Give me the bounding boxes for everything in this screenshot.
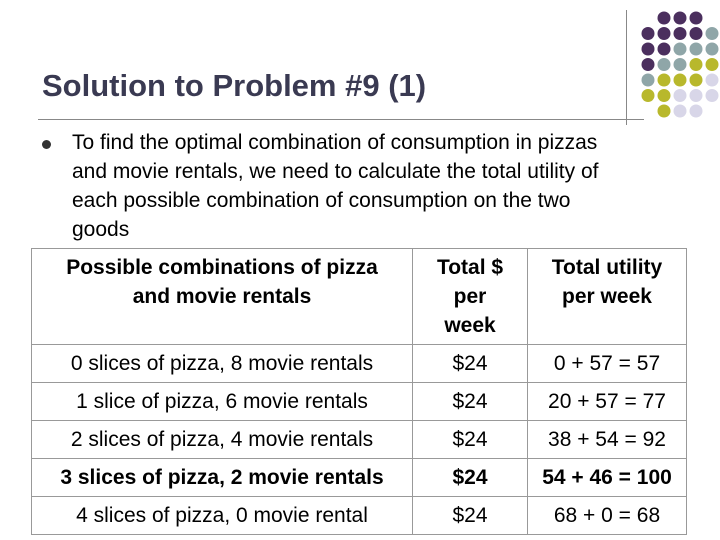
decorative-dot-grid	[641, 11, 719, 118]
table-row: 0 slices of pizza, 8 movie rentals $24 0…	[31, 344, 687, 383]
decorative-dot	[689, 27, 703, 40]
decorative-dot	[673, 27, 687, 40]
decorative-dot	[705, 73, 719, 87]
decorative-dot	[673, 11, 687, 25]
header-total-utility: Total utility per week	[527, 248, 687, 345]
decorative-dot	[705, 42, 719, 56]
decorative-dot	[641, 42, 655, 56]
decorative-dot	[657, 89, 671, 102]
decorative-dot	[641, 73, 655, 87]
header-total-cost: Total $ per week	[412, 248, 528, 345]
utility-table: Possible combinations of pizza and movie…	[31, 248, 687, 535]
utility-cell: 38 + 54 = 92	[527, 420, 687, 459]
bullet-line: and movie rentals, we need to calculate …	[72, 160, 599, 183]
bullet-text: To find the optimal combination of consu…	[72, 128, 682, 244]
bullet-line: To find the optimal combination of consu…	[72, 131, 598, 154]
combo-cell: 2 slices of pizza, 4 movie rentals	[31, 420, 413, 459]
decorative-dot	[673, 73, 687, 87]
decorative-dot	[673, 58, 687, 71]
decorative-dot	[657, 58, 671, 71]
decorative-dot	[641, 89, 655, 102]
decorative-dot	[657, 73, 671, 87]
decorative-dot	[705, 27, 719, 40]
bullet-line: each possible combination of consumption…	[72, 189, 571, 212]
decorative-dot	[673, 104, 687, 118]
combo-cell: 3 slices of pizza, 2 movie rentals	[31, 458, 413, 497]
decorative-dot	[673, 42, 687, 56]
table-row: 2 slices of pizza, 4 movie rentals $24 3…	[31, 420, 687, 459]
decorative-dot	[689, 42, 703, 56]
header-combinations: Possible combinations of pizza and movie…	[31, 248, 413, 345]
table-row-optimal: 3 slices of pizza, 2 movie rentals $24 5…	[31, 458, 687, 497]
utility-cell: 20 + 57 = 77	[527, 382, 687, 421]
decorative-dot	[689, 104, 703, 118]
total-cell: $24	[412, 420, 528, 459]
combo-cell: 1 slice of pizza, 6 movie rentals	[31, 382, 413, 421]
vertical-rule	[626, 10, 627, 125]
decorative-dot	[705, 58, 719, 71]
decorative-dot	[657, 104, 671, 118]
utility-cell: 54 + 46 = 100	[527, 458, 687, 497]
decorative-dot	[657, 27, 671, 40]
title-rule	[38, 119, 644, 120]
total-cell: $24	[412, 496, 528, 535]
decorative-dot	[657, 11, 671, 25]
total-cell: $24	[412, 344, 528, 383]
decorative-dot	[641, 58, 655, 71]
total-cell: $24	[412, 458, 528, 497]
decorative-dot	[673, 89, 687, 102]
total-cell: $24	[412, 382, 528, 421]
utility-cell: 68 + 0 = 68	[527, 496, 687, 535]
utility-cell: 0 + 57 = 57	[527, 344, 687, 383]
decorative-dot	[689, 11, 703, 25]
bullet-line: goods	[72, 218, 130, 241]
decorative-dot	[705, 89, 719, 102]
decorative-dot	[689, 89, 703, 102]
bullet-icon	[42, 140, 51, 149]
decorative-dot	[689, 58, 703, 71]
table-header-row: Possible combinations of pizza and movie…	[31, 248, 687, 345]
table-row: 4 slices of pizza, 0 movie rental $24 68…	[31, 496, 687, 535]
decorative-dot	[689, 73, 703, 87]
decorative-dot	[641, 27, 655, 40]
combo-cell: 4 slices of pizza, 0 movie rental	[31, 496, 413, 535]
table-row: 1 slice of pizza, 6 movie rentals $24 20…	[31, 382, 687, 421]
combo-cell: 0 slices of pizza, 8 movie rentals	[31, 344, 413, 383]
slide-title: Solution to Problem #9 (1)	[42, 68, 427, 103]
decorative-dot	[657, 42, 671, 56]
